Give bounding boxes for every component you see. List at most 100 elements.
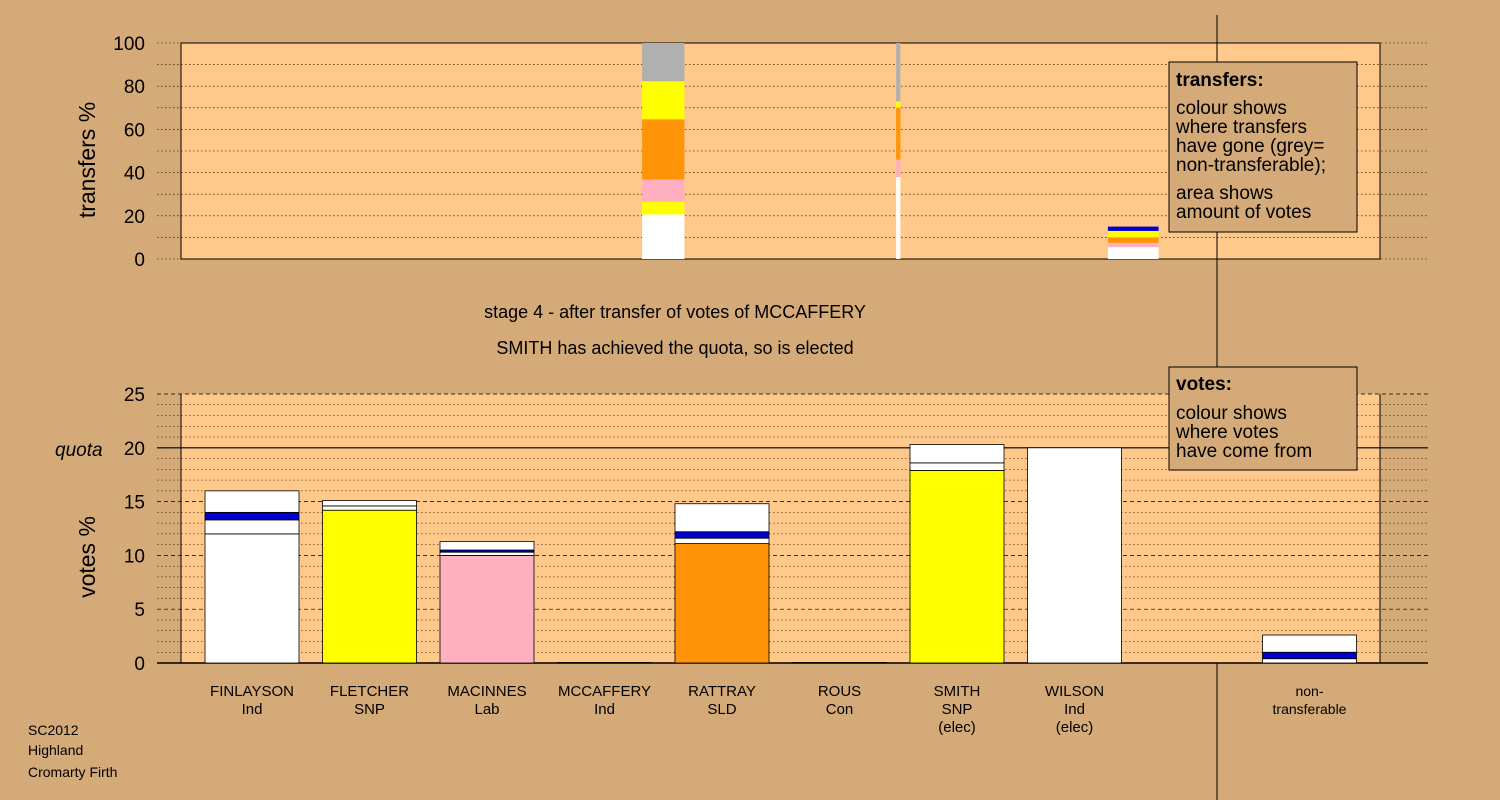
vote-segment bbox=[439, 541, 535, 551]
votes-legend-box bbox=[1168, 366, 1358, 471]
candidate-label: SLD bbox=[707, 701, 736, 718]
footer-council: Highland bbox=[28, 742, 83, 758]
transfers-y-tick-label: 20 bbox=[124, 207, 145, 228]
votes-legend: votes: colour shows where votes have com… bbox=[1168, 366, 1358, 471]
stage-result: SMITH has achieved the quota, so is elec… bbox=[496, 338, 853, 358]
transfer-segment bbox=[1107, 226, 1159, 231]
transfer-segment bbox=[896, 176, 901, 259]
footer-ward: Cromarty Firth bbox=[28, 764, 117, 780]
votes-bars bbox=[204, 444, 1357, 664]
transfer-segment bbox=[1107, 237, 1159, 243]
votes-y-tick-label: 10 bbox=[124, 546, 145, 567]
candidate-label: FLETCHER bbox=[330, 683, 409, 700]
candidate-label: non- bbox=[1295, 683, 1323, 699]
vote-segment bbox=[909, 444, 1005, 464]
transfer-segment bbox=[896, 101, 901, 108]
transfer-segment bbox=[642, 179, 685, 202]
transfers-legend: transfers: colour shows where transfers … bbox=[1168, 61, 1358, 233]
vote-segment bbox=[909, 469, 1005, 664]
candidate-label: Con bbox=[826, 701, 854, 718]
candidate-labels: FINLAYSONIndFLETCHERSNPMACINNESLabMCCAFF… bbox=[210, 683, 1347, 736]
vote-segment bbox=[674, 543, 770, 664]
transfer-segment bbox=[642, 119, 685, 180]
vote-segment bbox=[439, 551, 535, 556]
vote-segment bbox=[674, 537, 770, 544]
footer-election: SC2012 bbox=[28, 722, 79, 738]
candidate-label: RATTRAY bbox=[688, 683, 756, 700]
transfer-segment bbox=[1107, 230, 1159, 238]
vote-segment bbox=[1027, 447, 1122, 664]
transfers-y-tick-label: 100 bbox=[113, 34, 145, 55]
votes-y-tick-label: 25 bbox=[124, 385, 145, 406]
vote-segment bbox=[1262, 651, 1357, 660]
candidate-label: WILSON bbox=[1045, 683, 1104, 700]
votes-y-tick-label: 5 bbox=[134, 600, 145, 621]
stage-description: stage 4 - after transfer of votes of MCC… bbox=[484, 302, 866, 322]
vote-segment bbox=[792, 662, 887, 664]
candidate-label: SNP bbox=[942, 701, 973, 718]
candidate-label: MACINNES bbox=[447, 683, 526, 700]
vote-segment bbox=[557, 662, 652, 664]
transfers-legend-line: amount of votes bbox=[1176, 202, 1311, 223]
vote-segment bbox=[204, 511, 300, 521]
vote-segment bbox=[439, 555, 535, 664]
transfers-legend-line: non-transferable); bbox=[1176, 155, 1326, 176]
transfer-segment bbox=[642, 81, 685, 120]
vote-segment bbox=[204, 533, 300, 664]
transfers-legend-box bbox=[1168, 61, 1358, 233]
vote-segment bbox=[322, 505, 417, 511]
vote-segment bbox=[909, 462, 1005, 471]
transfer-segment bbox=[896, 43, 901, 102]
candidate-label: Ind bbox=[1064, 701, 1085, 718]
votes-y-ticks: 0 5 10 15 20 25 bbox=[124, 385, 145, 675]
transfer-segment bbox=[642, 214, 685, 259]
vote-segment bbox=[204, 490, 300, 513]
vote-segment bbox=[674, 503, 770, 533]
votes-y-tick-label: 15 bbox=[124, 493, 145, 514]
vote-segment bbox=[204, 519, 300, 535]
candidate-label: SNP bbox=[354, 701, 385, 718]
votes-legend-line: where votes bbox=[1175, 422, 1278, 443]
transfer-segment bbox=[1107, 242, 1159, 248]
candidate-label: SMITH bbox=[934, 683, 981, 700]
transfers-legend-line: colour shows bbox=[1176, 98, 1287, 119]
transfer-segment bbox=[1107, 247, 1159, 259]
candidate-label: ROUS bbox=[818, 683, 861, 700]
transfer-segment bbox=[642, 201, 685, 215]
candidate-label: Ind bbox=[242, 701, 263, 718]
candidate-label: Lab bbox=[474, 701, 499, 718]
transfer-segment bbox=[896, 107, 901, 160]
transfers-y-axis-label: transfers % bbox=[74, 102, 100, 218]
transfers-legend-title: transfers: bbox=[1176, 70, 1264, 91]
votes-legend-title: votes: bbox=[1176, 374, 1232, 395]
vote-segment bbox=[674, 531, 770, 539]
candidate-label: FINLAYSON bbox=[210, 683, 294, 700]
candidate-label: MCCAFFERY bbox=[558, 683, 651, 700]
vote-segment bbox=[1262, 658, 1357, 664]
transfer-segment bbox=[642, 43, 685, 82]
transfers-legend-line: have gone (grey= bbox=[1176, 136, 1324, 157]
candidate-label: transferable bbox=[1273, 701, 1347, 717]
vote-segment bbox=[1262, 634, 1357, 653]
transfers-y-tick-label: 40 bbox=[124, 164, 145, 185]
quota-label: quota bbox=[55, 440, 103, 461]
transfer-segment bbox=[896, 159, 901, 177]
votes-y-tick-label: 0 bbox=[134, 654, 145, 675]
transfers-bars bbox=[642, 43, 1159, 259]
votes-legend-line: have come from bbox=[1176, 441, 1312, 462]
transfers-legend-line: where transfers bbox=[1175, 117, 1307, 138]
candidate-label: (elec) bbox=[938, 719, 976, 736]
transfers-y-tick-label: 80 bbox=[124, 77, 145, 98]
votes-y-tick-label: 20 bbox=[124, 439, 145, 460]
vote-segment bbox=[322, 500, 417, 507]
transfers-y-ticks: 0 20 40 60 80 100 bbox=[113, 34, 145, 271]
candidate-label: (elec) bbox=[1056, 719, 1094, 736]
candidate-label: Ind bbox=[594, 701, 615, 718]
transfers-legend-line: area shows bbox=[1176, 183, 1273, 204]
votes-y-axis-label: votes % bbox=[74, 516, 100, 598]
transfers-y-tick-label: 60 bbox=[124, 120, 145, 141]
vote-segment bbox=[322, 509, 417, 664]
votes-legend-line: colour shows bbox=[1176, 403, 1287, 424]
transfers-y-tick-label: 0 bbox=[134, 250, 145, 271]
